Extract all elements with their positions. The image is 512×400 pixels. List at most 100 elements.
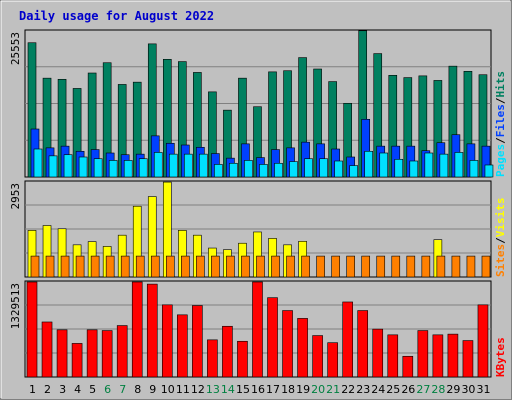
bar-sites-day-13 — [211, 255, 220, 278]
chart-panels: 25553Pages/Files/Hits2953Sites/Visits132… — [9, 29, 507, 378]
bar-kbytes-day-27 — [417, 330, 429, 378]
bar-sites-day-7 — [120, 255, 130, 278]
x-tick-day-23: 23 — [356, 383, 370, 396]
bar-pages-day-10 — [168, 153, 178, 178]
bar-sites-day-2 — [45, 255, 55, 278]
bar-pages-day-5 — [93, 158, 103, 178]
bar-pages-day-28 — [439, 153, 449, 178]
bar-sites-day-28 — [436, 255, 446, 278]
legend-kbytes: KBytes — [494, 337, 507, 377]
bar-kbytes-day-13 — [207, 339, 218, 378]
bar-pages-day-23 — [364, 150, 374, 178]
bar-pages-day-8 — [138, 158, 148, 178]
bar-pages-day-4 — [78, 156, 88, 178]
y-max-label: 25553 — [9, 32, 22, 65]
x-tick-day-28: 28 — [431, 383, 445, 396]
x-axis: 1 2 3 4 5 6 7 8 9 10 11 12 13 14 15 16 17 18 19 20 21 22 23 24 2… — [29, 383, 490, 396]
bar-pages-day-15 — [244, 160, 253, 178]
bar-sites-day-4 — [75, 255, 85, 278]
x-tick-day-4: 4 — [74, 383, 81, 396]
bar-kbytes-day-4 — [71, 343, 83, 378]
bar-pages-day-25 — [394, 158, 404, 178]
x-tick-day-1: 1 — [29, 383, 36, 396]
x-tick-day-27: 27 — [416, 383, 430, 396]
bar-pages-day-12 — [199, 153, 208, 178]
bar-kbytes-day-31 — [477, 304, 489, 378]
panel-legend: Pages/Files/Hits — [494, 71, 507, 177]
bar-sites-day-22 — [346, 255, 355, 278]
bar-kbytes-day-18 — [282, 310, 293, 378]
bar-kbytes-day-8 — [131, 281, 143, 378]
x-tick-day-9: 9 — [149, 383, 156, 396]
y-max-label: 2953 — [9, 183, 22, 210]
bar-kbytes-day-30 — [462, 340, 474, 378]
bar-pages-day-20 — [319, 158, 328, 178]
bar-sites-day-6 — [105, 255, 115, 278]
legend-files: Files — [494, 104, 507, 137]
bar-sites-day-20 — [316, 255, 325, 278]
x-tick-day-25: 25 — [386, 383, 400, 396]
legend-sites: Sites — [494, 244, 507, 277]
bar-sites-day-16 — [256, 255, 265, 278]
chart-title: Daily usage for August 2022 — [19, 9, 214, 23]
bar-kbytes-day-2 — [41, 321, 53, 378]
bar-pages-day-6 — [108, 160, 118, 178]
bar-kbytes-day-21 — [327, 342, 338, 378]
bar-sites-day-5 — [90, 255, 100, 278]
bar-pages-day-9 — [153, 152, 163, 178]
bar-sites-day-18 — [286, 255, 295, 278]
bar-sites-day-19 — [301, 255, 310, 278]
bar-sites-day-3 — [60, 255, 70, 278]
x-tick-day-17: 17 — [266, 383, 280, 396]
legend-separator: / — [494, 237, 507, 244]
bar-kbytes-day-9 — [146, 283, 158, 378]
bar-kbytes-day-6 — [101, 330, 113, 378]
bar-pages-day-31 — [484, 164, 494, 178]
bar-sites-day-21 — [331, 255, 340, 278]
bar-kbytes-day-17 — [267, 297, 278, 378]
x-tick-day-12: 12 — [191, 383, 205, 396]
panel-visits-sites: 2953 Sites/Visits — [9, 180, 507, 278]
bar-sites-day-17 — [271, 255, 280, 278]
legend-pages: Pages — [494, 144, 507, 177]
bar-kbytes-day-26 — [402, 355, 414, 378]
bar-sites-day-11 — [181, 255, 190, 278]
bar-sites-day-15 — [241, 255, 250, 278]
x-tick-day-13: 13 — [206, 383, 220, 396]
bar-sites-day-14 — [226, 255, 235, 278]
x-tick-day-20: 20 — [311, 383, 325, 396]
bar-kbytes-day-14 — [222, 325, 233, 378]
bar-sites-day-10 — [165, 255, 175, 278]
bar-sites-day-25 — [391, 255, 401, 278]
bar-sites-day-9 — [150, 255, 160, 278]
x-tick-day-18: 18 — [281, 383, 295, 396]
y-max-label: 1329513 — [9, 283, 22, 329]
x-tick-day-30: 30 — [461, 383, 475, 396]
bar-sites-day-24 — [376, 255, 386, 278]
bar-pages-day-21 — [334, 160, 343, 178]
x-tick-day-22: 22 — [341, 383, 355, 396]
bar-sites-day-29 — [451, 255, 461, 278]
x-tick-day-19: 19 — [296, 383, 310, 396]
bar-pages-day-18 — [289, 161, 298, 178]
bar-kbytes-day-12 — [192, 305, 203, 378]
legend-separator: / — [494, 137, 507, 144]
bar-kbytes-day-5 — [86, 329, 98, 378]
bar-sites-day-23 — [361, 255, 371, 278]
bar-kbytes-day-24 — [372, 328, 384, 378]
bar-pages-day-7 — [123, 160, 133, 178]
bar-kbytes-day-11 — [177, 314, 188, 378]
bar-pages-day-19 — [304, 158, 313, 178]
bar-kbytes-day-3 — [56, 329, 68, 378]
x-tick-day-21: 21 — [326, 383, 340, 396]
x-tick-day-14: 14 — [221, 383, 235, 396]
bar-pages-day-30 — [469, 160, 479, 178]
legend-hits: Hits — [494, 71, 507, 98]
panel-legend: Sites/Visits — [494, 198, 507, 278]
bar-pages-day-29 — [454, 152, 464, 178]
x-tick-day-31: 31 — [476, 383, 490, 396]
bar-sites-day-8 — [135, 255, 145, 278]
x-tick-day-2: 2 — [44, 383, 51, 396]
